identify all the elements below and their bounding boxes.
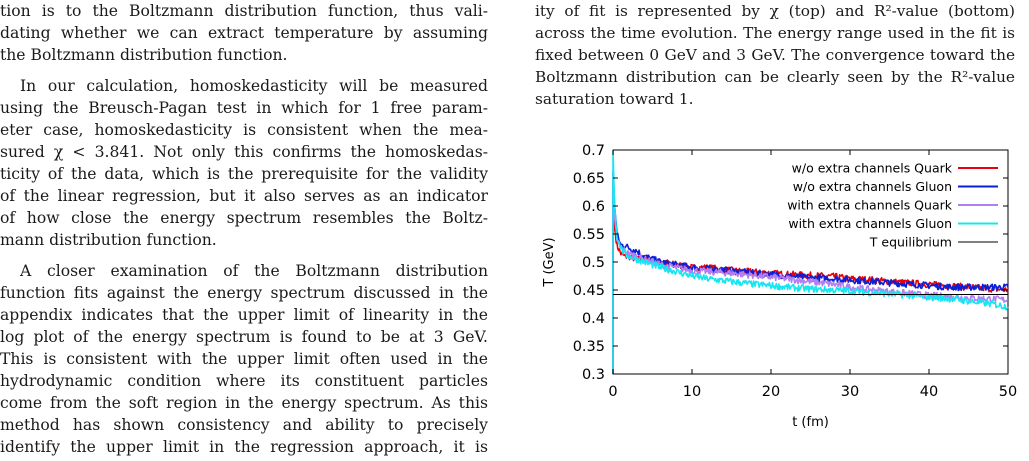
y-tick-label: 0.7: [582, 143, 605, 159]
text-line: come from the soft region in the energy …: [0, 394, 488, 412]
legend-label: w/o extra channels Gluon: [793, 179, 952, 194]
axes: 0 10 20 30 40 50 0.3 0.35 0.4 0.45 0.5 0.55 0.6 0.65 0…: [542, 143, 1017, 430]
x-tick-label: 50: [999, 384, 1017, 400]
text-line: identify the upper limit in the regressi…: [0, 438, 488, 456]
y-tick-label: 0.35: [573, 339, 605, 355]
legend-label: with extra channels Quark: [787, 198, 953, 213]
y-tick-label: 0.4: [582, 311, 605, 327]
legend-label: T equilibrium: [869, 235, 952, 250]
caption-line: across the time evolution. The energy ra…: [535, 24, 1015, 42]
y-tick-label: 0.45: [573, 283, 605, 299]
chart-legend: w/o extra channels Quark w/o extra channe…: [787, 161, 998, 250]
text-line: the Boltzmann distribution function.: [0, 46, 288, 64]
x-axis-label: t (fm): [792, 415, 829, 430]
temperature-chart: 0 10 20 30 40 50 0.3 0.35 0.4 0.45 0.5 0.55 0.6 0.65 0…: [542, 143, 1017, 430]
y-tick-label: 0.65: [573, 171, 605, 187]
x-tick-label: 30: [841, 384, 859, 400]
text-line: of the linear regression, but it also se…: [0, 187, 488, 205]
text-line: of how close the energy spectrum resembl…: [0, 209, 488, 227]
caption-line: ity of fit is represented by χ (top) and…: [535, 2, 1015, 20]
text-line: hydrodynamic condition where its constit…: [0, 372, 488, 390]
text-line: mann distribution function.: [0, 231, 217, 249]
x-tick-label: 0: [608, 384, 617, 400]
text-line: function fits against the energy spectru…: [0, 284, 488, 302]
text-line: using the Breusch-Pagan test in which fo…: [0, 99, 488, 117]
series-layer: [612, 149, 1009, 374]
text-line: This is consistent with the upper limit …: [0, 350, 488, 368]
text-line: appendix indicates that the upper limit …: [0, 306, 488, 324]
y-tick-label: 0.55: [573, 227, 605, 243]
caption-line: Boltzmann distribution can be clearly se…: [535, 68, 1015, 86]
y-tick-label: 0.5: [582, 255, 605, 271]
caption-line: fixed between 0 GeV and 3 GeV. The conve…: [535, 46, 1015, 64]
text-line: A closer examination of the Boltzmann di…: [20, 262, 488, 280]
y-axis-label: T (GeV): [542, 237, 557, 287]
legend-label: with extra channels Gluon: [788, 216, 952, 231]
series-line-3: [612, 149, 1009, 374]
legend-label: w/o extra channels Quark: [792, 161, 953, 176]
caption-line: saturation toward 1.: [535, 90, 694, 108]
x-tick-label: 10: [683, 384, 701, 400]
y-tick-label: 0.3: [582, 367, 605, 383]
text-line: In our calculation, homoskedasticity wil…: [20, 77, 488, 95]
text-line: dating whether we can extract temperatur…: [0, 24, 488, 42]
text-line: tion is to the Boltzmann distribution fu…: [0, 2, 488, 20]
x-tick-label: 20: [762, 384, 780, 400]
text-line: log plot of the energy spectrum is found…: [0, 328, 488, 346]
text-line: ticity of the data, which is the prerequ…: [0, 165, 488, 183]
y-tick-label: 0.6: [582, 199, 605, 215]
text-line: sured χ < 3.841. Not only this confirms …: [0, 143, 488, 161]
text-line: eter case, homoskedasticity is consisten…: [0, 121, 488, 139]
text-line: method has shown consistency and ability…: [0, 416, 488, 434]
x-tick-label: 40: [920, 384, 938, 400]
